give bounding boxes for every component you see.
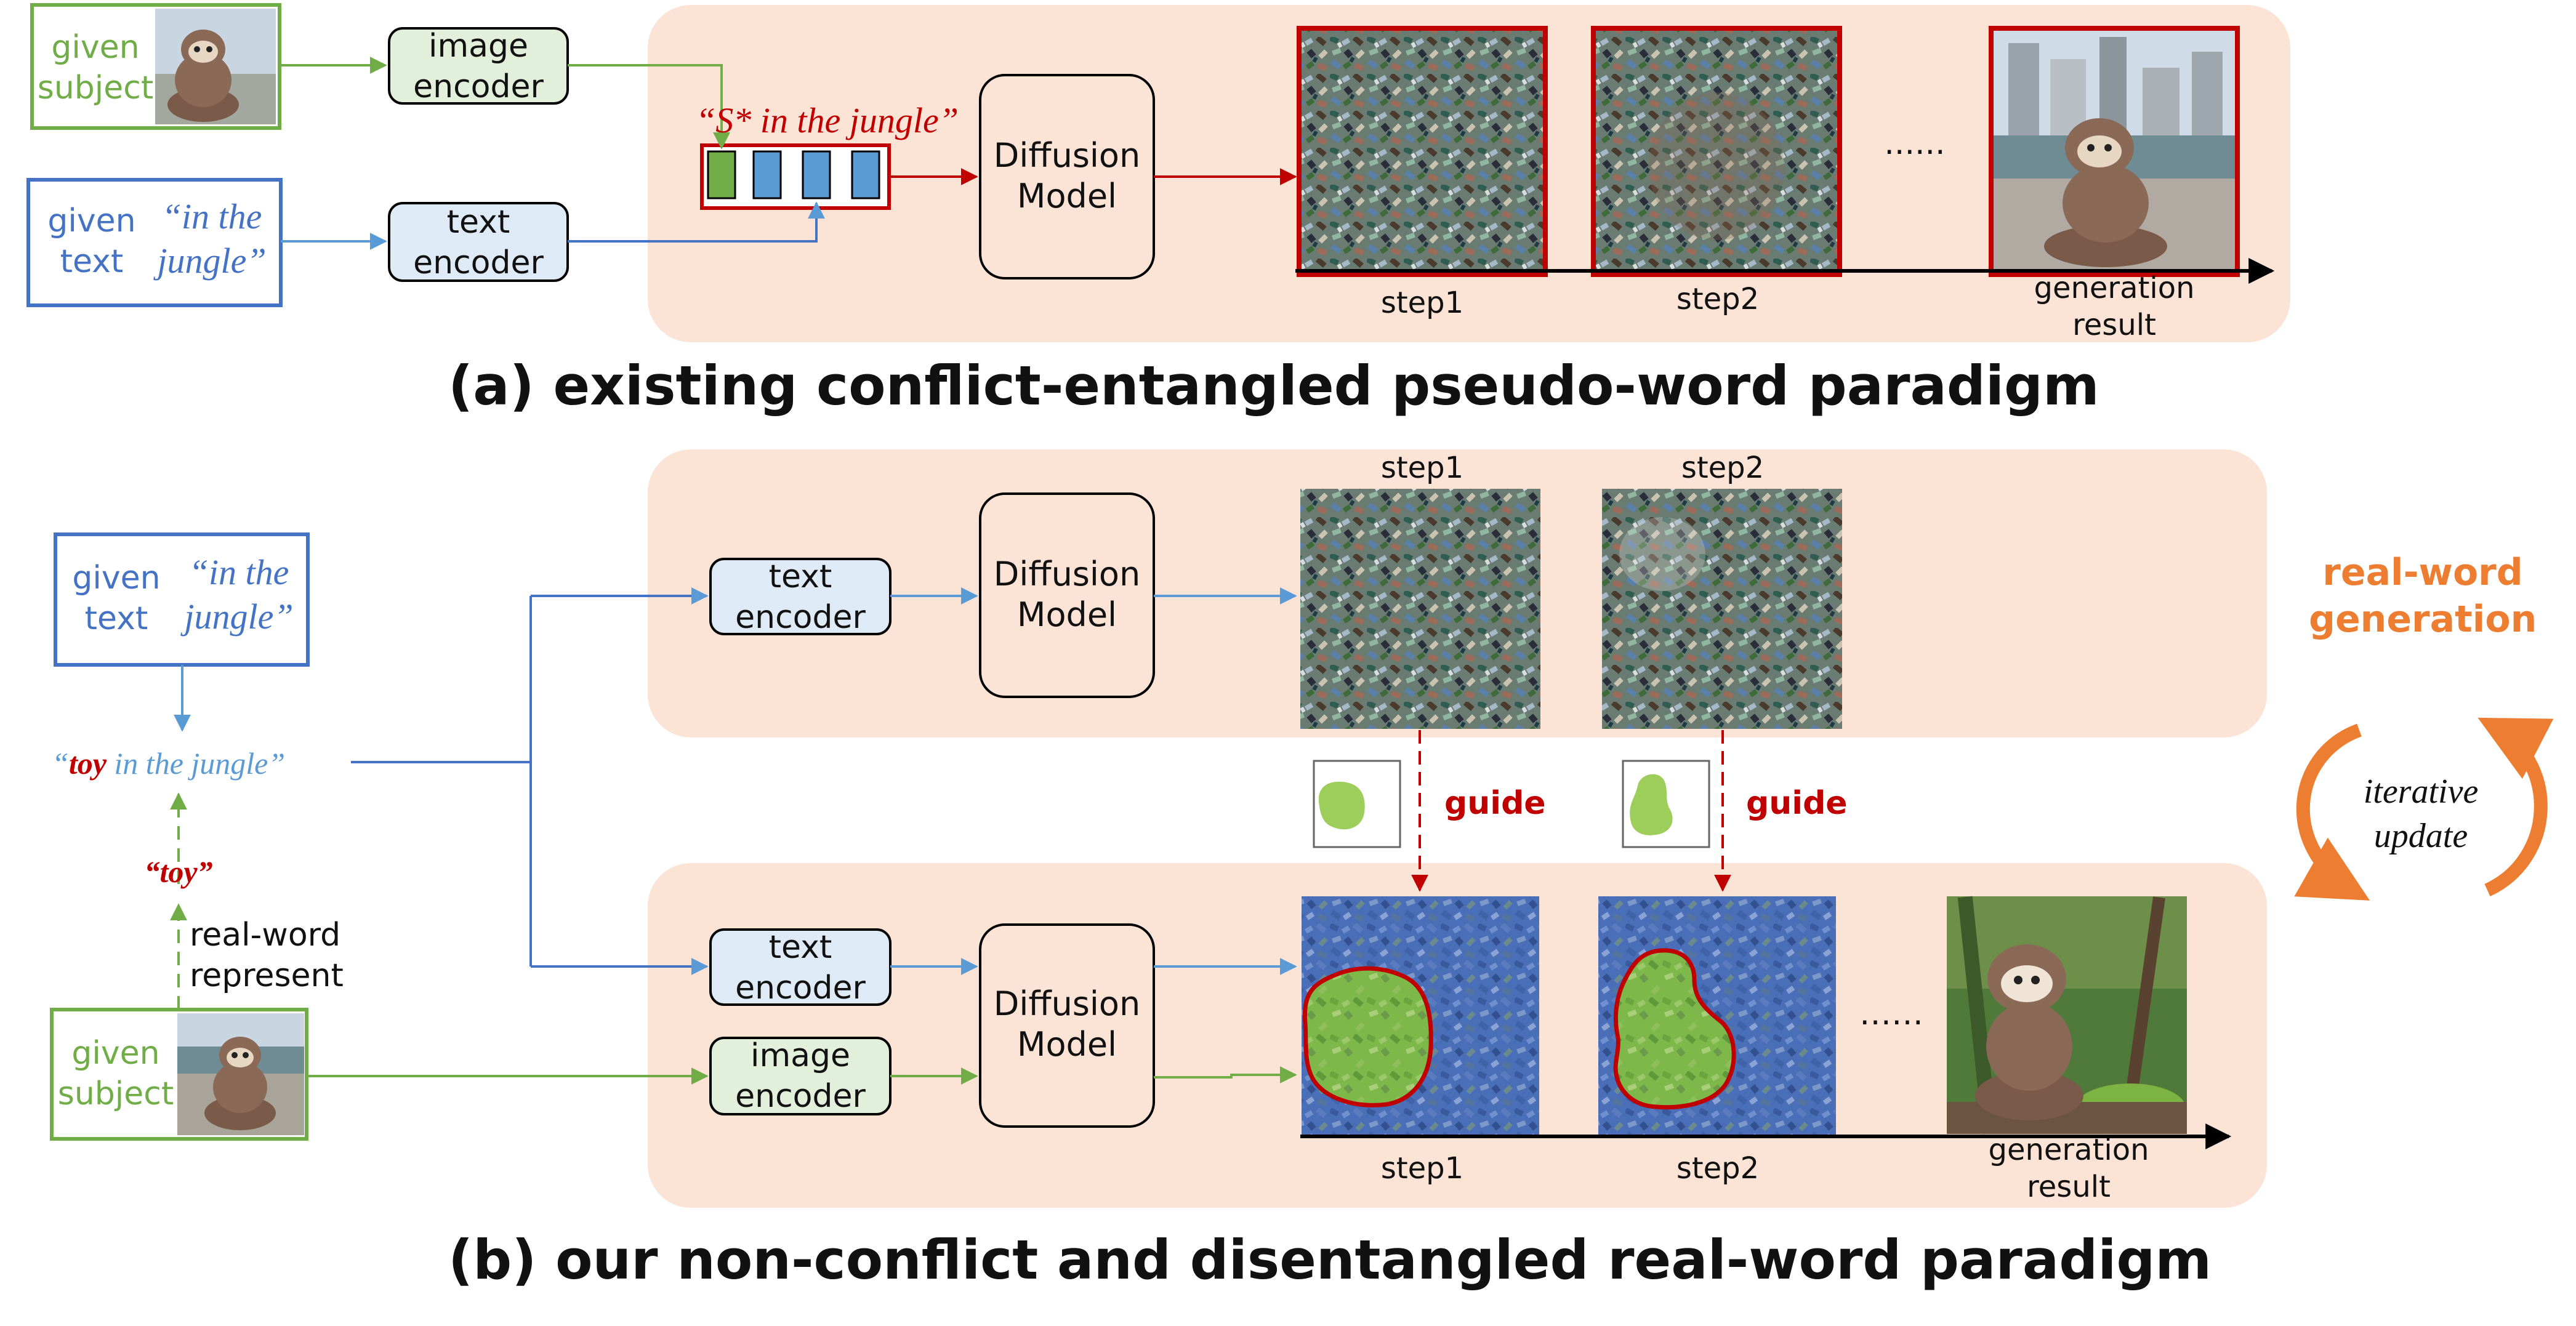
caption-a: (a) existing conflict-entangled pseudo-w… — [448, 354, 2099, 417]
iterative-arc-left — [2294, 723, 2370, 901]
image-encoder-label-b: image encoder — [735, 1037, 866, 1115]
step1-label-a: step1 — [1380, 286, 1464, 320]
caption-b: (b) our non-conflict and disentangled re… — [448, 1228, 2212, 1292]
real-word-represent-label: real-word represent — [190, 917, 344, 994]
guide-label-step1: guide — [1444, 785, 1546, 822]
token-pseudo-word — [707, 150, 736, 199]
arrow-diffusion-to-step1-bottom-green — [1154, 1066, 1297, 1083]
diffusion-model-b-bottom — [979, 923, 1155, 1128]
text-encoder-label-b-bottom: text encoder — [735, 929, 866, 1007]
given-text-label-b: given text — [72, 560, 161, 637]
generation-result-label-b: generation result — [1988, 1133, 2149, 1204]
step1-image-a — [1297, 26, 1548, 277]
real-word-generation-label: real-word generation — [2309, 551, 2537, 641]
guide-label-step2: guide — [1746, 785, 1848, 822]
arrow-text-encoder-to-token-a — [568, 201, 825, 243]
arrow-image-encoder-to-token-a — [568, 64, 730, 150]
mask-overlay-step2 — [1613, 948, 1736, 1110]
prompt-real-word-b: “toy in the jungle” — [52, 746, 286, 781]
step2-label-b-top: step2 — [1681, 451, 1765, 485]
generation-result-image-b — [1947, 896, 2187, 1135]
iterative-update-label: iterative update — [2363, 773, 2479, 855]
mask-shape-step2 — [1630, 774, 1673, 835]
step1-image-b-top — [1300, 489, 1540, 729]
given-text-quote-a: “in the jungle” — [157, 196, 267, 281]
step2-faint-subject — [1649, 92, 1784, 240]
step1-label-b-bottom: step1 — [1380, 1151, 1464, 1186]
ellipsis-a: ...... — [1884, 125, 1946, 162]
diffusion-model-label-b-bottom: Diffusion Model — [993, 984, 1141, 1064]
diffusion-model-label-a: Diffusion Model — [993, 136, 1141, 215]
token-word-3 — [851, 150, 880, 199]
text-encoder-label-b-top: text encoder — [735, 558, 866, 636]
step1-label-b-top: step1 — [1380, 451, 1464, 485]
step2-label-a: step2 — [1676, 282, 1760, 316]
prompt-pseudo-word-a: “S* in the jungle” — [696, 100, 959, 140]
step2-label-b-bottom: step2 — [1676, 1151, 1760, 1186]
mask-shape-step1 — [1318, 781, 1365, 830]
given-subject-label-b: given subject — [57, 1035, 174, 1112]
sloth-photo-b — [177, 1013, 304, 1135]
iterative-arc-right — [2477, 717, 2554, 897]
given-text-box-a — [26, 178, 283, 307]
token-word-2 — [802, 150, 831, 199]
given-subject-label-a: given subject — [37, 29, 154, 106]
ellipsis-b: …… — [1859, 995, 1923, 1032]
toy-word-b: “toy” — [144, 854, 213, 889]
generation-result-label-a: generation result — [2034, 271, 2195, 342]
sloth-photo-a — [155, 9, 276, 124]
image-encoder-label-a: image encoder — [413, 28, 544, 105]
step2-top-faint-subject — [1619, 517, 1705, 591]
step2-image-b-top — [1602, 489, 1842, 729]
diffusion-model-label-b-top: Diffusion Model — [993, 555, 1141, 634]
given-text-quote-b: “in the jungle” — [184, 552, 294, 637]
text-encoder-label-a: text encoder — [413, 204, 544, 281]
step2-image-a — [1591, 26, 1842, 277]
given-text-box-b — [54, 532, 310, 667]
token-word-1 — [752, 150, 782, 199]
mask-overlay-step1 — [1302, 966, 1433, 1107]
prompt-real-word-token: toy — [68, 746, 107, 781]
generation-result-image-a — [1989, 26, 2240, 277]
given-text-label-a: given text — [47, 203, 136, 280]
